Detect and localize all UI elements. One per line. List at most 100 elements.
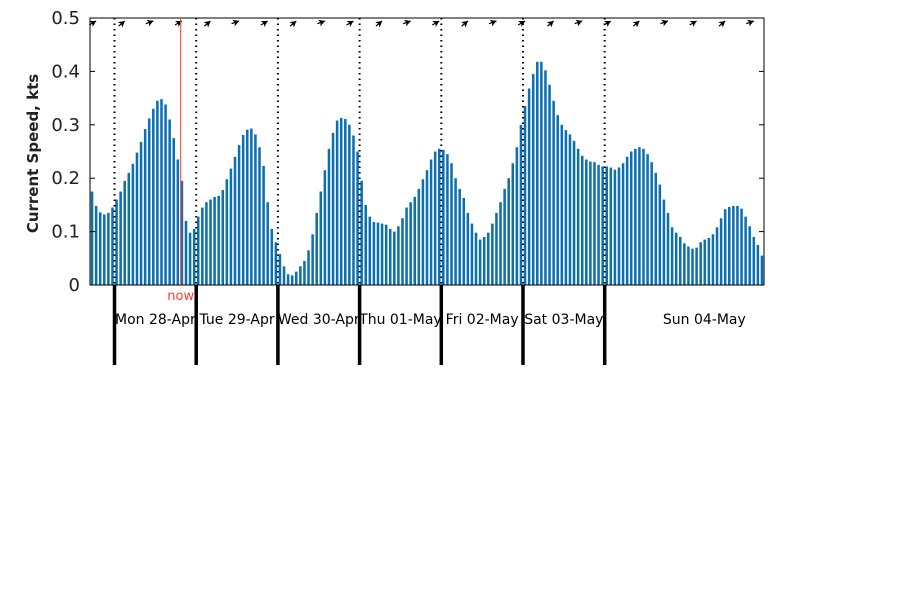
direction-arrow <box>546 20 555 28</box>
bar <box>119 191 122 285</box>
bar <box>90 191 94 285</box>
bar <box>221 189 225 285</box>
bar <box>756 244 760 285</box>
bar <box>372 221 376 285</box>
bar <box>123 180 126 285</box>
bar <box>646 154 649 285</box>
bar <box>160 99 163 285</box>
bar <box>478 239 482 285</box>
bar <box>495 212 498 285</box>
bar <box>266 202 269 285</box>
bar <box>180 180 184 285</box>
bar <box>409 202 412 285</box>
bar <box>450 163 453 285</box>
bar <box>474 232 478 285</box>
bar <box>662 199 666 285</box>
y-tick-label: 0.3 <box>51 115 80 136</box>
bar <box>715 227 719 285</box>
bar <box>519 124 523 285</box>
y-tick-label: 0.5 <box>51 8 80 29</box>
bar <box>103 214 106 285</box>
bar <box>695 247 698 285</box>
bar <box>760 255 764 285</box>
bar <box>421 179 425 285</box>
direction-arrow <box>375 20 383 28</box>
bar <box>229 168 233 285</box>
bar <box>143 129 147 285</box>
bar <box>462 197 466 285</box>
bar <box>523 106 527 285</box>
bar <box>454 178 457 285</box>
bar <box>380 223 384 285</box>
day-label: Sat 03-May <box>524 312 603 328</box>
bar <box>621 163 625 285</box>
bar <box>107 212 110 285</box>
direction-arrow <box>203 20 211 28</box>
y-axis-label: Current Speed, kts <box>24 74 42 233</box>
bar <box>576 148 580 285</box>
bar <box>295 271 298 285</box>
bar <box>139 141 143 285</box>
bar <box>98 212 102 285</box>
bar <box>748 226 751 285</box>
bar <box>625 156 629 285</box>
bar <box>393 231 396 285</box>
bar <box>127 172 131 285</box>
bar <box>331 132 335 285</box>
bar <box>115 199 118 285</box>
bar <box>446 154 449 285</box>
bar <box>548 84 551 285</box>
bar <box>560 124 564 285</box>
bar <box>703 239 707 285</box>
bar <box>605 166 608 285</box>
bar <box>278 254 282 285</box>
direction-arrow <box>718 20 726 28</box>
day-label: Fri 02-May <box>446 312 519 328</box>
bar <box>442 149 445 285</box>
direction-arrow <box>632 20 640 28</box>
bar <box>348 124 351 285</box>
day-label: Thu 01-May <box>358 312 442 328</box>
bar <box>458 188 461 285</box>
bar <box>556 115 559 285</box>
bar <box>744 216 747 285</box>
bar <box>164 104 167 285</box>
bar <box>544 70 547 285</box>
bar <box>687 246 690 285</box>
bar <box>233 156 237 285</box>
bar <box>674 232 678 285</box>
bar <box>597 164 600 285</box>
bar <box>433 151 437 285</box>
bar <box>368 216 372 285</box>
direction-arrow <box>689 20 697 28</box>
bar <box>388 228 392 285</box>
direction-arrow <box>317 19 326 27</box>
direction-arrow <box>517 20 526 28</box>
bar <box>482 236 486 285</box>
bar <box>339 117 343 285</box>
bar <box>111 207 114 285</box>
bar <box>205 202 208 285</box>
bar <box>527 88 531 286</box>
bar-series <box>90 61 764 286</box>
bar <box>752 236 756 285</box>
bar <box>270 228 274 285</box>
bar <box>638 147 641 285</box>
bar <box>352 135 355 285</box>
bar <box>564 130 568 285</box>
bar <box>250 128 253 285</box>
bar <box>319 191 323 285</box>
bar <box>417 188 421 285</box>
bar <box>515 147 519 285</box>
bar <box>172 138 175 285</box>
bar <box>711 234 715 285</box>
bar <box>572 140 576 285</box>
bar <box>405 207 408 285</box>
bar <box>654 172 658 285</box>
day-boundary-markers <box>112 285 607 365</box>
bar <box>360 180 363 285</box>
bar <box>728 207 731 285</box>
bar <box>147 118 151 285</box>
bar <box>691 248 694 285</box>
